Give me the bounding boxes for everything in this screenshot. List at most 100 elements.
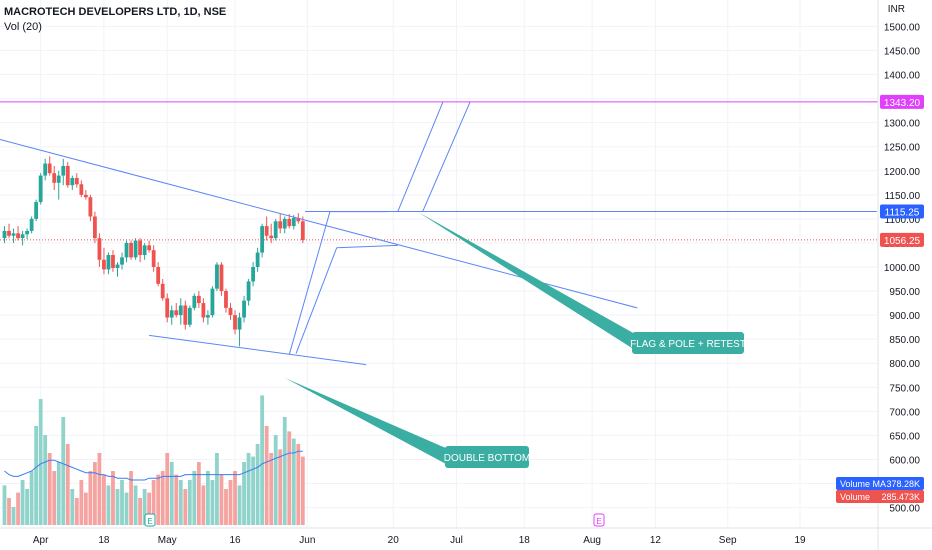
candle xyxy=(228,307,233,316)
x-tick-label: May xyxy=(158,535,177,546)
volume-ma-tag-box xyxy=(836,477,924,490)
volume-bar xyxy=(70,489,75,525)
volume-bar xyxy=(242,462,246,525)
candle xyxy=(206,315,210,318)
candles xyxy=(2,156,305,347)
candle xyxy=(165,298,170,318)
support-line xyxy=(149,334,367,366)
volume-bar xyxy=(133,485,138,525)
volume-bar xyxy=(174,474,179,525)
volume-bar xyxy=(255,444,260,525)
volume-bar xyxy=(56,462,61,525)
y-tick-label: 1000.00 xyxy=(884,263,921,274)
candle xyxy=(278,221,283,229)
candle xyxy=(233,315,237,330)
candle xyxy=(88,197,93,217)
flag-pole-callout-text: FLAG & POLE + RETEST xyxy=(630,339,746,350)
volume-bar xyxy=(83,492,88,525)
price-axis[interactable]: 500.00550.00600.00650.00700.00750.00800.… xyxy=(877,0,921,550)
price-label-box xyxy=(880,232,924,247)
volume-bar xyxy=(201,485,206,525)
volume-bar xyxy=(246,453,251,525)
candle xyxy=(129,242,133,258)
volume-bar xyxy=(34,426,39,525)
candle xyxy=(219,264,224,292)
candle xyxy=(251,267,255,282)
candle xyxy=(52,173,57,183)
candle xyxy=(25,230,29,235)
volume-bar xyxy=(29,471,34,525)
candle xyxy=(260,226,265,253)
candle xyxy=(97,238,102,260)
volume-bar xyxy=(269,453,274,525)
candle xyxy=(120,257,124,265)
volume-indicator-label[interactable]: Vol (20) xyxy=(4,21,42,33)
candle xyxy=(237,317,242,330)
grid xyxy=(0,0,878,528)
candle xyxy=(210,288,215,316)
projection-right xyxy=(422,101,471,212)
volume-bar xyxy=(129,471,133,525)
y-tick-label: 700.00 xyxy=(889,407,920,418)
volume-bar xyxy=(142,489,147,525)
y-tick-label: 1300.00 xyxy=(884,119,921,130)
price-label: 1115.25 xyxy=(885,208,920,219)
x-tick-label: 19 xyxy=(794,535,806,546)
candle xyxy=(79,184,84,195)
candle xyxy=(133,240,138,258)
volume-ma-line xyxy=(4,450,303,481)
candle xyxy=(282,218,287,229)
price-label-box xyxy=(880,204,924,219)
y-tick-label: 750.00 xyxy=(889,383,920,394)
candle xyxy=(183,305,188,325)
volume-bar xyxy=(237,485,242,525)
double-bottom-callout-pointer xyxy=(285,378,448,465)
volume-bar xyxy=(115,489,120,525)
candle xyxy=(169,310,174,318)
volume-bar xyxy=(296,444,301,525)
volume-bar xyxy=(160,471,165,525)
candle xyxy=(29,218,34,231)
candle xyxy=(115,264,120,268)
candle xyxy=(246,281,251,301)
volume-bar xyxy=(215,453,219,525)
volume-bar xyxy=(147,492,152,525)
volume-bar xyxy=(65,444,70,525)
volume-bar xyxy=(74,498,79,525)
y-tick-label: 1450.00 xyxy=(884,46,921,57)
candle xyxy=(255,252,260,267)
y-tick-label: 1250.00 xyxy=(884,143,921,154)
y-tick-label: 950.00 xyxy=(889,287,920,298)
volume-bar xyxy=(282,417,287,525)
candle xyxy=(178,305,183,316)
volume-bar xyxy=(224,489,228,525)
candle xyxy=(264,226,269,236)
earnings-marker-text: E xyxy=(596,517,601,526)
candle xyxy=(124,242,129,258)
price-label: 1343.20 xyxy=(884,98,921,109)
earnings-marker xyxy=(593,513,605,527)
price-label-box xyxy=(880,94,924,109)
candle xyxy=(273,221,278,239)
symbol-title[interactable]: MACROTECH DEVELOPERS LTD, 1D, NSE xyxy=(4,6,227,18)
candle xyxy=(142,245,147,255)
y-tick-label: 850.00 xyxy=(889,335,920,346)
time-axis[interactable]: Apr 18 May 16 Jun 20 Jul 18 Aug 12 Sep 19 xyxy=(0,527,932,546)
axis-price-labels: 1343.20 1115.25 1056.25 Volume MA 378.28K Vol… xyxy=(836,94,924,503)
x-tick-label: 18 xyxy=(98,535,110,546)
flag-bottom xyxy=(336,244,398,249)
volume-bar xyxy=(25,489,29,525)
candle xyxy=(20,234,25,239)
volume-bar xyxy=(97,453,102,525)
volume-bar xyxy=(102,474,106,525)
volume-bar xyxy=(260,395,265,525)
callouts: FLAG & POLE + RETEST DOUBLE BOTTOM E E xyxy=(144,212,746,527)
double-bottom-callout-box xyxy=(445,446,529,468)
candle xyxy=(61,165,66,176)
trend-drawings xyxy=(0,101,878,366)
volume-bar xyxy=(20,480,25,525)
y-axis-unit: INR xyxy=(888,4,905,15)
dividend-marker xyxy=(144,513,156,527)
x-tick-label: 12 xyxy=(650,535,662,546)
